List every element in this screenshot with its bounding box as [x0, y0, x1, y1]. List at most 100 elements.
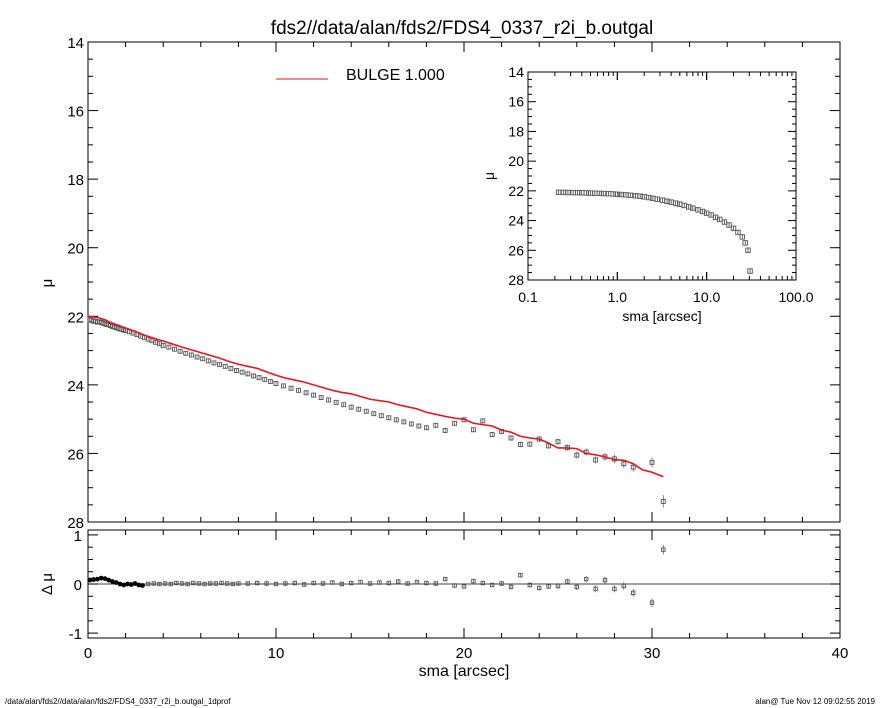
inset-y-tick-label: 24 [508, 213, 524, 229]
residual-data-point [236, 581, 241, 586]
main-y-tick-label: 14 [67, 35, 84, 52]
residual-data-point [443, 576, 448, 582]
inset-data-point [742, 240, 748, 246]
main-y-tick-label: 24 [67, 378, 84, 395]
main-data-point [408, 421, 414, 427]
main-data-point [630, 464, 636, 470]
main-y-tick-label: 18 [67, 172, 84, 189]
main-data-point [593, 457, 599, 463]
residual-y-tick-label: 0 [74, 577, 82, 594]
bulge-model-line [87, 315, 664, 478]
main-y-tick-label: 26 [67, 446, 84, 463]
inset-x-tick-label: 10.0 [693, 289, 720, 305]
residual-data-point [349, 580, 354, 586]
main-data-point [234, 368, 239, 373]
main-data-point [341, 402, 347, 408]
main-data-point [296, 387, 302, 393]
inset-data-point [555, 189, 562, 196]
inset-data-point [745, 247, 751, 253]
inset-data-point [690, 205, 696, 211]
residual-data-point [179, 581, 185, 586]
inset-y-tick-label: 20 [508, 153, 524, 169]
residual-data-point [330, 580, 335, 585]
inset-data-point [747, 268, 753, 274]
inset-x-tick-label: 1.0 [608, 289, 628, 305]
main-data-point [160, 342, 166, 348]
main-y-axis-label: μ [39, 279, 56, 288]
inset-x-tick-label: 100.0 [778, 289, 813, 305]
residual-data-point [480, 580, 485, 586]
residual-data-point [213, 581, 219, 586]
inset-data-point [565, 189, 571, 196]
residual-data-point [132, 581, 138, 586]
residual-data-point [302, 582, 307, 587]
main-data-point [303, 390, 309, 396]
residual-data-point [102, 576, 108, 581]
x-tick-label: 30 [644, 645, 661, 662]
residual-data-point [174, 580, 179, 586]
residual-data-point [584, 576, 589, 582]
main-data-point [555, 439, 561, 445]
main-data-point [318, 395, 324, 400]
footer-file-path: /data/alan/fds2//data/alan/fds2/FDS4_033… [5, 697, 231, 706]
main-data-point [378, 413, 384, 419]
main-data-point [211, 360, 217, 366]
residual-data-point [191, 580, 196, 586]
main-data-point [401, 419, 407, 425]
residual-data-point [151, 581, 157, 586]
main-data-point [288, 385, 294, 391]
main-data-point [183, 350, 189, 356]
inset-y-tick-label: 16 [508, 94, 524, 110]
residual-data-point [518, 572, 523, 578]
main-data-point [166, 344, 172, 350]
main-data-point [245, 371, 251, 377]
main-y-tick-label: 16 [67, 104, 84, 121]
inset-data-point [721, 219, 728, 225]
main-data-point [311, 392, 317, 398]
residual-data-point [490, 582, 495, 588]
residual-data-point [546, 584, 551, 589]
x-tick-label: 40 [832, 645, 849, 662]
inset-data-point [618, 191, 624, 198]
residual-data-point [168, 581, 173, 587]
main-data-point [480, 418, 486, 424]
residual-data-point [264, 581, 269, 586]
inset-x-tick-label: 0.1 [518, 289, 538, 305]
inset-y-tick-label: 26 [508, 242, 524, 258]
residual-data-point [602, 577, 608, 583]
residual-y-tick-label: -1 [69, 626, 82, 643]
residual-data-point [98, 575, 104, 581]
main-data-point [489, 432, 495, 438]
main-data-point [326, 397, 332, 403]
inset-data-point [654, 196, 660, 202]
residual-data-point [224, 581, 230, 586]
residual-data-point [311, 580, 316, 586]
main-data-point [262, 376, 268, 382]
inset-data-point [600, 190, 607, 197]
main-data-point [470, 427, 476, 433]
main-data-point [574, 452, 580, 458]
residual-data-point [405, 581, 410, 586]
main-data-point [205, 358, 211, 364]
x-axis-label: sma [arcsec] [419, 663, 510, 680]
residual-data-point [117, 581, 123, 587]
residual-data-point [565, 579, 570, 584]
main-data-point [333, 399, 339, 405]
main-data-point [371, 411, 377, 417]
inset-y-axis-label: μ [481, 172, 497, 180]
residual-data-point [424, 580, 429, 586]
main-data-point [527, 441, 533, 447]
x-tick-label: 10 [268, 645, 285, 662]
main-data-point [256, 375, 262, 381]
main-data-point [649, 459, 655, 465]
residual-data-point [113, 580, 119, 585]
residual-y-tick-label: 1 [74, 528, 82, 545]
inset-log-panel: 14 16 18 20 22 24 26 280.1 1.0 10.0 100.0 sma [arcs… [481, 64, 814, 324]
residual-data-point [121, 582, 127, 588]
residual-data-point [386, 580, 391, 586]
main-data-point [200, 356, 206, 362]
main-data-point [433, 422, 439, 428]
residual-data-point [273, 581, 279, 587]
